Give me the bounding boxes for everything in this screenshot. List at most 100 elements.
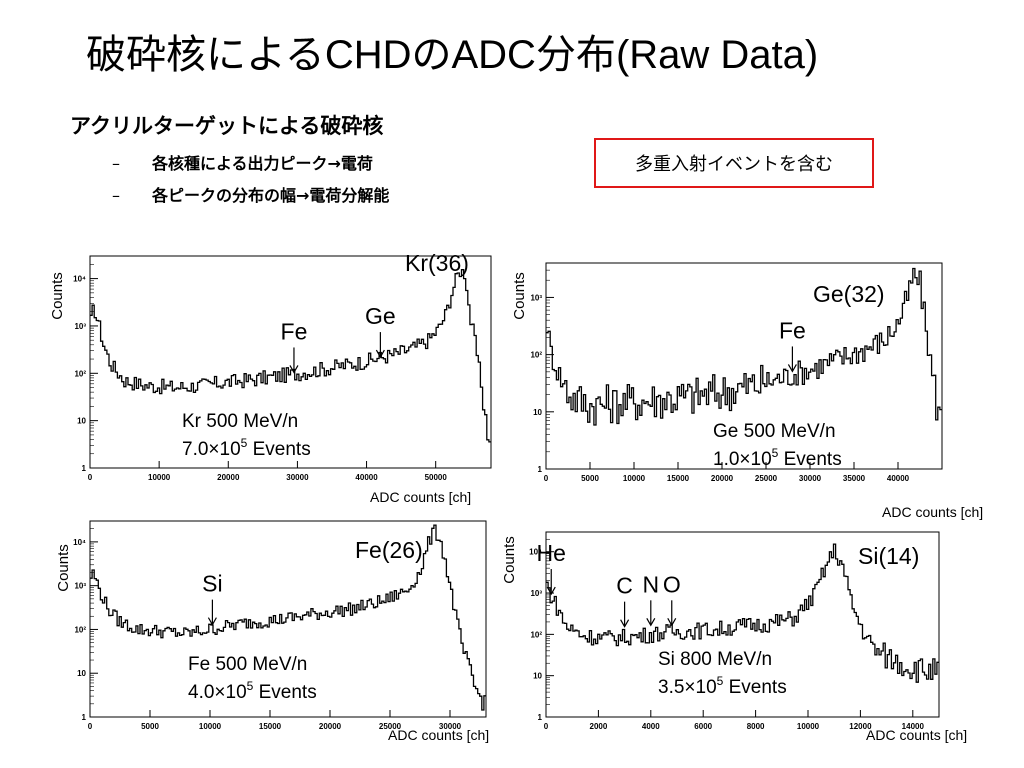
x-tick-label: 10000: [797, 722, 820, 731]
y-tick-label: 10: [533, 408, 542, 417]
y-axis-label: Counts: [511, 272, 528, 320]
y-axis-label: Counts: [49, 272, 66, 320]
x-axis-label-si: ADC counts [ch]: [866, 727, 968, 743]
y-tick-label: 10²: [530, 351, 542, 360]
x-tick-label: 30000: [286, 473, 309, 482]
x-tick-label: 15000: [259, 722, 282, 731]
title-bunpu: 分布: [535, 32, 616, 78]
slide-title: 破砕核によるCHDのADC分布(Raw Data): [86, 22, 818, 80]
peak-label: Ge(32): [813, 281, 885, 307]
x-tick-label: 10000: [148, 473, 171, 482]
plot-frame: [89, 255, 492, 469]
x-tick-label: 6000: [694, 722, 712, 731]
x-tick-label: 20000: [711, 474, 734, 483]
y-tick-label: 10⁴: [73, 538, 86, 547]
bullet-text: 各ピークの分布の幅→電荷分解能: [152, 186, 390, 205]
x-tick-label: 50000: [425, 473, 448, 482]
histogram-panel-3: 0 2000 4000 6000 8000 10000 12000 14000 1 10 10² 10…: [501, 531, 940, 731]
y-tick-label: 1: [82, 464, 87, 473]
x-tick-label: 25000: [379, 722, 402, 731]
arrow-head: [667, 618, 677, 627]
x-tick-label: 25000: [755, 474, 778, 483]
arrow-head: [787, 364, 797, 373]
histogram-line: [546, 543, 939, 683]
event-count: 4.0×105 Events: [188, 679, 317, 703]
note-box: 多重入射イベントを含む: [594, 138, 874, 188]
event-count: 1.0×105 Events: [713, 446, 842, 470]
event-count: 3.5×105 Events: [658, 674, 787, 698]
arrow-head: [620, 619, 630, 628]
y-tick-label: 10³: [530, 293, 542, 302]
beam-info: Kr 500 MeV/n: [182, 411, 298, 432]
title-raw-data: (Raw Data): [615, 33, 819, 77]
arrow-head: [289, 365, 299, 374]
bullet-dash: –: [112, 154, 120, 173]
x-axis-label-fe: ADC counts [ch]: [388, 727, 490, 743]
bullet-text: 各核種による出力ピーク→電荷: [152, 154, 373, 173]
bullet-2: – 各ピークの分布の幅→電荷分解能: [112, 182, 389, 206]
event-count: 7.0×105 Events: [182, 436, 311, 460]
x-tick-label: 14000: [902, 722, 925, 731]
y-tick-label: 10³: [74, 582, 86, 591]
annotation-label: C: [616, 573, 633, 599]
y-tick-label: 10²: [530, 630, 542, 639]
peak-label: Fe(26): [355, 537, 423, 563]
annotation-label: O: [663, 571, 681, 597]
y-tick-label: 10⁴: [73, 275, 86, 284]
histogram-line: [90, 524, 486, 711]
arrow-head: [646, 618, 656, 627]
x-tick-label: 8000: [747, 722, 765, 731]
arrow-head: [207, 617, 217, 626]
y-axis-label: Counts: [501, 536, 518, 584]
bullet-1: – 各核種による出力ピーク→電荷: [112, 150, 373, 174]
y-tick-label: 1: [538, 713, 543, 722]
plot-frame: [545, 262, 943, 470]
histogram-line: [90, 269, 491, 443]
annotation-label: Fe: [779, 317, 806, 343]
y-tick-label: 10: [77, 669, 86, 678]
slide-subtitle: アクリルターゲットによる破砕核: [70, 114, 384, 138]
y-tick-label: 10³: [530, 589, 542, 598]
title-jp-part1: 破砕核による: [86, 32, 325, 78]
x-tick-label: 30000: [439, 722, 462, 731]
y-tick-label: 1: [82, 713, 87, 722]
y-tick-label: 10⁴: [529, 548, 542, 557]
x-tick-label: 10000: [199, 722, 222, 731]
y-tick-label: 10³: [74, 322, 86, 331]
annotation-label: Fe: [281, 318, 308, 344]
title-no: の: [411, 32, 452, 78]
x-tick-label: 10000: [623, 474, 646, 483]
annotation-label: He: [537, 540, 566, 566]
x-tick-label: 20000: [319, 722, 342, 731]
histogram-panel-1: 0 5000 10000 15000 20000 25000 30000 35000 40000…: [511, 262, 943, 483]
beam-info: Si 800 MeV/n: [658, 649, 772, 670]
x-tick-label: 5000: [581, 474, 599, 483]
plot-frame: [545, 531, 940, 718]
x-tick-label: 0: [544, 722, 549, 731]
y-tick-label: 10²: [74, 625, 86, 634]
x-tick-label: 40000: [887, 474, 910, 483]
y-tick-label: 1: [538, 465, 543, 474]
x-tick-label: 5000: [141, 722, 159, 731]
histogram-panel-0: 0 10000 20000 30000 40000 50000 1 10 10² 10³ 10⁴ Co…: [49, 250, 492, 482]
arrow-head: [546, 586, 556, 596]
y-axis-label: Counts: [55, 544, 72, 592]
beam-info: Ge 500 MeV/n: [713, 421, 836, 442]
x-tick-label: 40000: [355, 473, 378, 482]
y-tick-label: 10²: [74, 369, 86, 378]
x-tick-label: 0: [544, 474, 549, 483]
x-tick-label: 15000: [667, 474, 690, 483]
x-tick-label: 2000: [590, 722, 608, 731]
histogram-line: [546, 267, 942, 426]
arrow-head: [375, 349, 385, 359]
x-tick-label: 20000: [217, 473, 240, 482]
peak-label: Si(14): [858, 543, 919, 569]
title-chd: CHD: [324, 33, 412, 77]
x-tick-label: 0: [88, 473, 93, 482]
x-tick-label: 35000: [843, 474, 866, 483]
plot-frame: [89, 520, 487, 718]
title-adc: ADC: [451, 33, 536, 77]
annotation-label: Ge: [365, 303, 396, 329]
bullet-dash: –: [112, 186, 120, 205]
